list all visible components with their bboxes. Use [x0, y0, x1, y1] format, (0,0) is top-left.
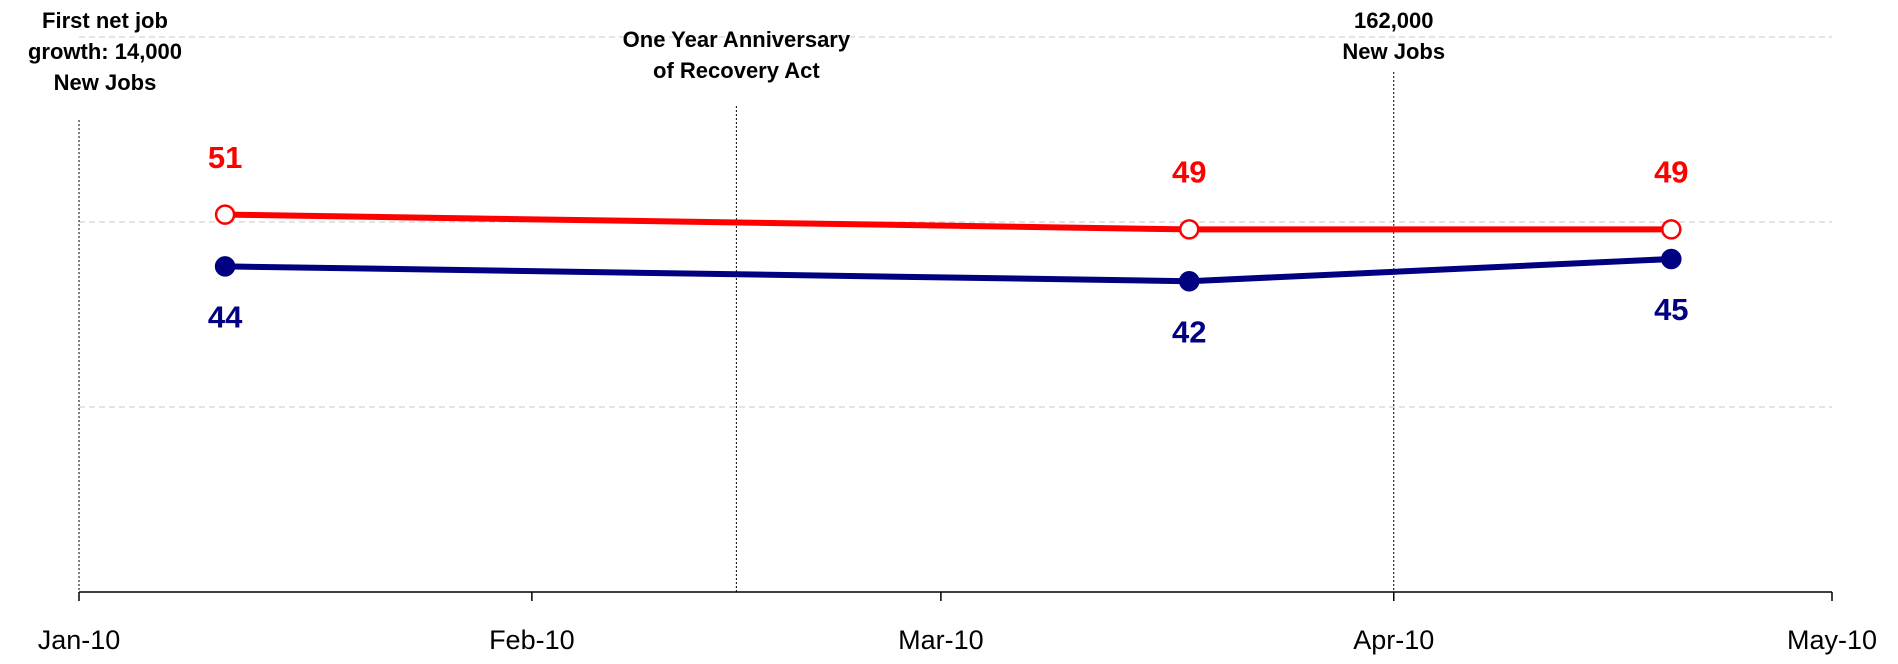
x-tick-label: Feb-10	[489, 625, 575, 655]
annotation-text: First net job	[42, 8, 168, 33]
x-tick-label: May-10	[1787, 625, 1877, 655]
annotation-text: New Jobs	[1342, 39, 1445, 64]
data-label: 49	[1172, 155, 1206, 190]
series-line	[225, 256, 1672, 285]
data-label: 44	[208, 300, 243, 335]
x-tick-label: Mar-10	[898, 625, 984, 655]
point	[1178, 219, 1200, 240]
data-label: 51	[208, 140, 242, 175]
x-tick-label: Apr-10	[1353, 625, 1434, 655]
data-label: 42	[1172, 314, 1206, 349]
data-label: 49	[1654, 155, 1688, 190]
point	[1661, 248, 1682, 270]
point	[214, 256, 236, 277]
annotation-text: 162,000	[1354, 8, 1434, 33]
point	[214, 204, 236, 225]
point	[1178, 270, 1200, 292]
x-tick-label: Jan-10	[38, 625, 121, 655]
data-label: 45	[1654, 292, 1688, 327]
annotation-text: of Recovery Act	[653, 58, 820, 83]
point	[1661, 219, 1682, 240]
annotation-text: New Jobs	[54, 70, 157, 95]
annotation-text: growth: 14,000	[28, 39, 182, 64]
annotation-text: One Year Anniversary	[623, 27, 851, 52]
